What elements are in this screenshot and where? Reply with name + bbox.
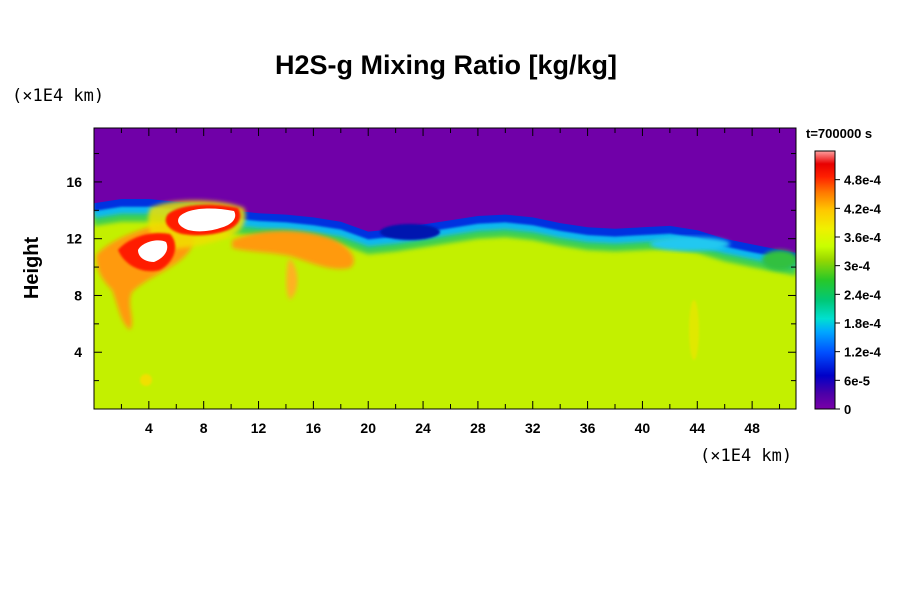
colorbar-label: 1.2e-4 bbox=[844, 345, 882, 360]
colorbar-label: 2.4e-4 bbox=[844, 287, 882, 302]
max-region-lower bbox=[138, 240, 168, 262]
y-tick-label: 16 bbox=[66, 174, 82, 190]
y-unit-label: (×1E4 km) bbox=[12, 86, 104, 106]
x-tick-label: 40 bbox=[635, 420, 651, 436]
x-tick-label: 24 bbox=[415, 420, 431, 436]
green-pocket bbox=[762, 250, 796, 270]
y-tick-label: 4 bbox=[74, 344, 82, 360]
x-tick-label: 4 bbox=[145, 420, 153, 436]
blue-pocket bbox=[380, 224, 440, 240]
orange-plume-middle bbox=[232, 230, 354, 269]
colorbar-label: 1.8e-4 bbox=[844, 316, 882, 331]
x-tick-label: 44 bbox=[689, 420, 705, 436]
x-tick-label: 16 bbox=[306, 420, 322, 436]
y-tick-label: 8 bbox=[74, 287, 82, 303]
x-tick-label: 28 bbox=[470, 420, 486, 436]
y-axis-ticks: 4 8 12 16 bbox=[66, 153, 796, 382]
x-tick-label: 20 bbox=[360, 420, 376, 436]
colorbar-label: 6e-5 bbox=[844, 373, 870, 388]
x-axis-ticks: 4 8 12 16 20 24 28 32 36 40 44 48 bbox=[120, 128, 781, 436]
colorbar-ticks: 4.8e-4 4.2e-4 3.6e-4 3e-4 2.4e-4 1.8e-4 1.2e-4… bbox=[835, 173, 882, 417]
heatmap-field bbox=[94, 128, 796, 409]
x-tick-label: 12 bbox=[251, 420, 267, 436]
plot-frame bbox=[93, 127, 797, 410]
colorbar-label: 4.8e-4 bbox=[844, 173, 882, 188]
x-unit-label: (×1E4 km) bbox=[700, 446, 792, 466]
time-label: t=700000 s bbox=[806, 126, 872, 141]
x-tick-label: 32 bbox=[525, 420, 541, 436]
y-tick-label: 12 bbox=[66, 231, 82, 247]
max-region-upper bbox=[178, 208, 236, 232]
cyan-pocket bbox=[650, 237, 730, 251]
x-tick-label: 48 bbox=[744, 420, 760, 436]
colorbar-label: 3e-4 bbox=[844, 259, 871, 274]
orange-tail bbox=[286, 258, 298, 300]
colorbar-label: 0 bbox=[844, 402, 851, 417]
x-tick-label: 36 bbox=[580, 420, 596, 436]
yellow-streak-right bbox=[689, 300, 699, 360]
y-axis-label: Height bbox=[21, 237, 43, 300]
colorbar-label: 4.2e-4 bbox=[844, 201, 882, 216]
upper-layer bbox=[94, 128, 796, 253]
colorbar bbox=[814, 150, 836, 410]
x-tick-label: 8 bbox=[200, 420, 208, 436]
colorbar-label: 3.6e-4 bbox=[844, 230, 882, 245]
small-yellow-spot bbox=[140, 374, 152, 386]
chart-title: H2S-g Mixing Ratio [kg/kg] bbox=[275, 50, 617, 80]
